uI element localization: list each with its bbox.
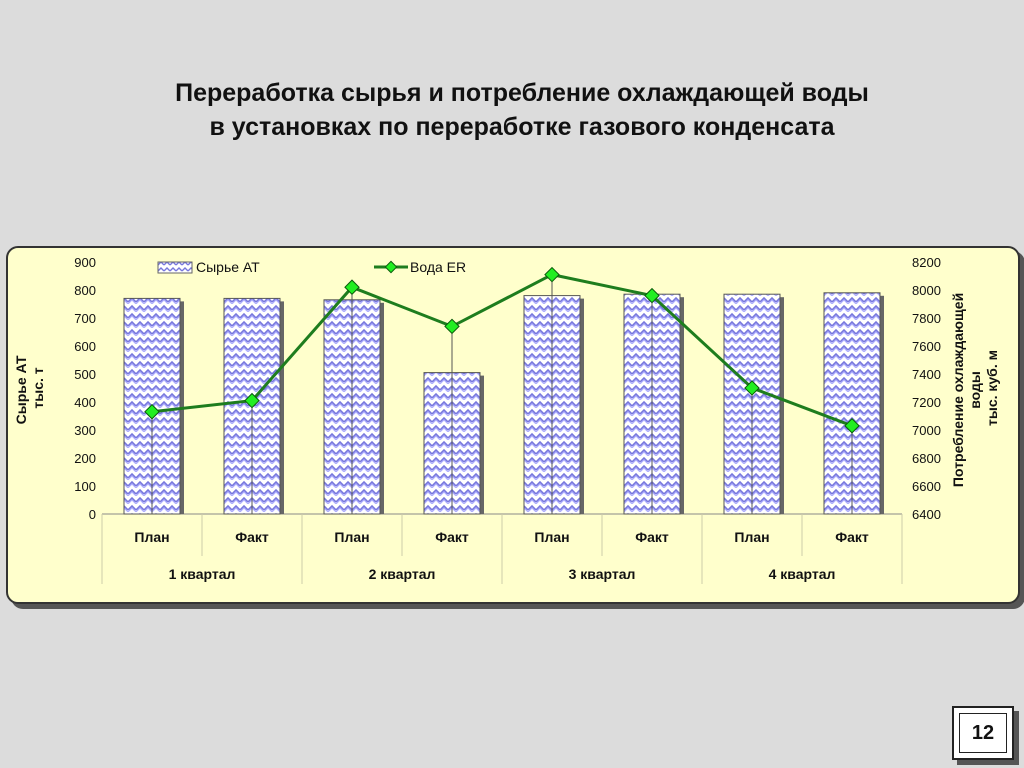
y-tick-right: 6400 — [912, 507, 941, 522]
y-tick-left: 300 — [74, 423, 96, 438]
y-tick-right: 6800 — [912, 451, 941, 466]
marker-voda-er-5 — [644, 287, 660, 304]
y-tick-left: 700 — [74, 311, 96, 326]
y-axis-title-right-line1: Потребление охлаждающей — [950, 293, 966, 487]
y-axis-title-left-line2: тыс. т — [30, 367, 46, 408]
y-tick-right: 7800 — [912, 311, 941, 326]
y-axis-title-right-line2: воды — [967, 371, 983, 409]
y-tick-right: 8200 — [912, 255, 941, 270]
x-category-label: План — [734, 529, 769, 545]
y-tick-left: 600 — [74, 339, 96, 354]
y-tick-left: 0 — [89, 507, 96, 522]
y-tick-right: 7600 — [912, 339, 941, 354]
y-tick-right: 8000 — [912, 283, 941, 298]
x-category-label: Факт — [235, 529, 269, 545]
legend-label-bars: Сырье АТ — [196, 259, 260, 275]
y-axis-title-right-line3: тыс. куб. м — [984, 350, 1000, 426]
marker-voda-er-6 — [744, 380, 760, 396]
x-category-label: Факт — [635, 529, 669, 545]
title-line-2: в установках по переработке газового кон… — [209, 113, 835, 141]
x-category-label: Факт — [835, 529, 869, 545]
y-axis-title-left: Сырье АТ тыс. т — [13, 352, 46, 425]
page-number: 12 — [959, 713, 1007, 753]
y-tick-left: 100 — [74, 479, 96, 494]
x-category-label: План — [134, 529, 169, 545]
y-tick-right: 7400 — [912, 367, 941, 382]
legend-marker — [384, 260, 398, 274]
x-group-label: 3 квартал — [569, 566, 636, 582]
x-category-label: План — [334, 529, 369, 545]
marker-voda-er-1 — [244, 392, 260, 409]
marker-voda-er-0 — [144, 404, 160, 420]
y-tick-right: 7000 — [912, 423, 941, 438]
chart: 0 100 200 300 400 500 600 700 800 900 6400 6600 6800… — [13, 255, 1000, 584]
x-category-label: Факт — [435, 529, 469, 545]
y-tick-left: 900 — [74, 255, 96, 270]
marker-voda-er-7 — [844, 418, 860, 434]
y-tick-left: 200 — [74, 451, 96, 466]
page-number-box: 12 — [952, 706, 1014, 760]
legend-label-line: Вода ER — [410, 259, 466, 275]
legend-swatch-bars — [157, 261, 193, 274]
chart-panel: 0 100 200 300 400 500 600 700 800 900 6400 6600 6800… — [6, 246, 1020, 604]
y-axis-title-right: Потребление охлаждающей воды тыс. куб. м — [950, 289, 1000, 487]
y-tick-left: 800 — [74, 283, 96, 298]
y-tick-left: 500 — [74, 367, 96, 382]
x-group-label: 1 квартал — [169, 566, 236, 582]
x-group-label: 4 квартал — [769, 566, 836, 582]
title-line-1: Переработка сырья и потребление охлаждаю… — [175, 79, 869, 107]
line-voda-er — [151, 273, 853, 428]
slide-title: Переработка сырья и потребление охлаждаю… — [0, 76, 1024, 144]
marker-voda-er-3 — [444, 318, 460, 335]
x-category-label: План — [534, 529, 569, 545]
marker-voda-er-4 — [544, 266, 560, 283]
x-group-label: 2 квартал — [369, 566, 436, 582]
y-axis-title-left-line1: Сырье АТ — [13, 355, 29, 424]
marker-voda-er-2 — [344, 279, 360, 295]
y-tick-left: 400 — [74, 395, 96, 410]
y-tick-right: 7200 — [912, 395, 941, 410]
y-tick-right: 6600 — [912, 479, 941, 494]
